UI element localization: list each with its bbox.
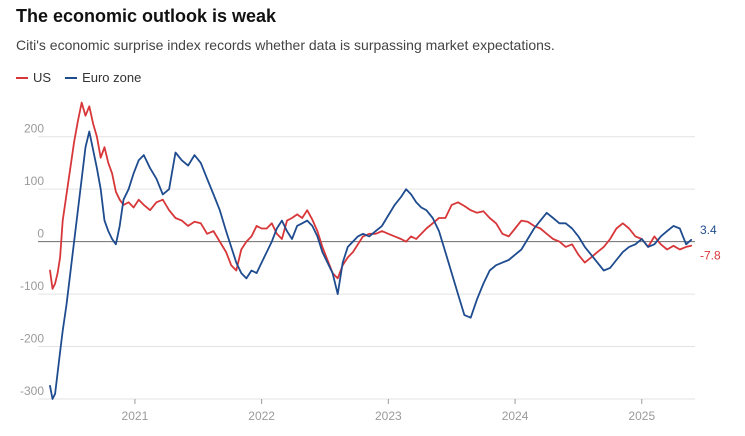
legend-item-euro: Euro zone	[65, 70, 141, 85]
y-tick-label: -100	[20, 279, 44, 293]
series-line-euro-zone	[49, 130, 693, 400]
series-layer	[49, 101, 693, 400]
y-tick-label: 100	[24, 174, 44, 188]
x-tick-label: 2022	[248, 409, 275, 423]
legend-swatch-us	[16, 76, 28, 79]
x-tick-label: 2025	[628, 409, 655, 423]
x-tick-label: 2023	[375, 409, 402, 423]
end-labels: 3.4 -7.8	[700, 223, 721, 263]
y-axis: 200 100 0 -100 -200 -300	[20, 122, 44, 398]
legend-label-us: US	[33, 70, 52, 85]
chart-title: The economic outlook is weak	[16, 6, 277, 26]
x-axis: 2021 2022 2023 2024 2025	[122, 399, 655, 423]
end-label-euro-zone: 3.4	[700, 223, 717, 237]
x-tick-label: 2024	[502, 409, 529, 423]
legend-item-us: US	[16, 70, 51, 85]
y-tick-label: -200	[20, 332, 44, 346]
y-tick-label: 0	[37, 227, 44, 241]
legend-label-euro: Euro zone	[82, 70, 142, 85]
chart-subtitle: Citi's economic surprise index records w…	[16, 37, 555, 53]
y-tick-label: -300	[20, 384, 44, 398]
grid-layer	[38, 136, 695, 400]
end-label-us: -7.8	[700, 249, 721, 263]
chart-legend: US Euro zone	[16, 70, 141, 85]
legend-swatch-euro	[65, 76, 78, 79]
y-tick-label: 200	[24, 122, 44, 136]
x-tick-label: 2021	[122, 409, 149, 423]
